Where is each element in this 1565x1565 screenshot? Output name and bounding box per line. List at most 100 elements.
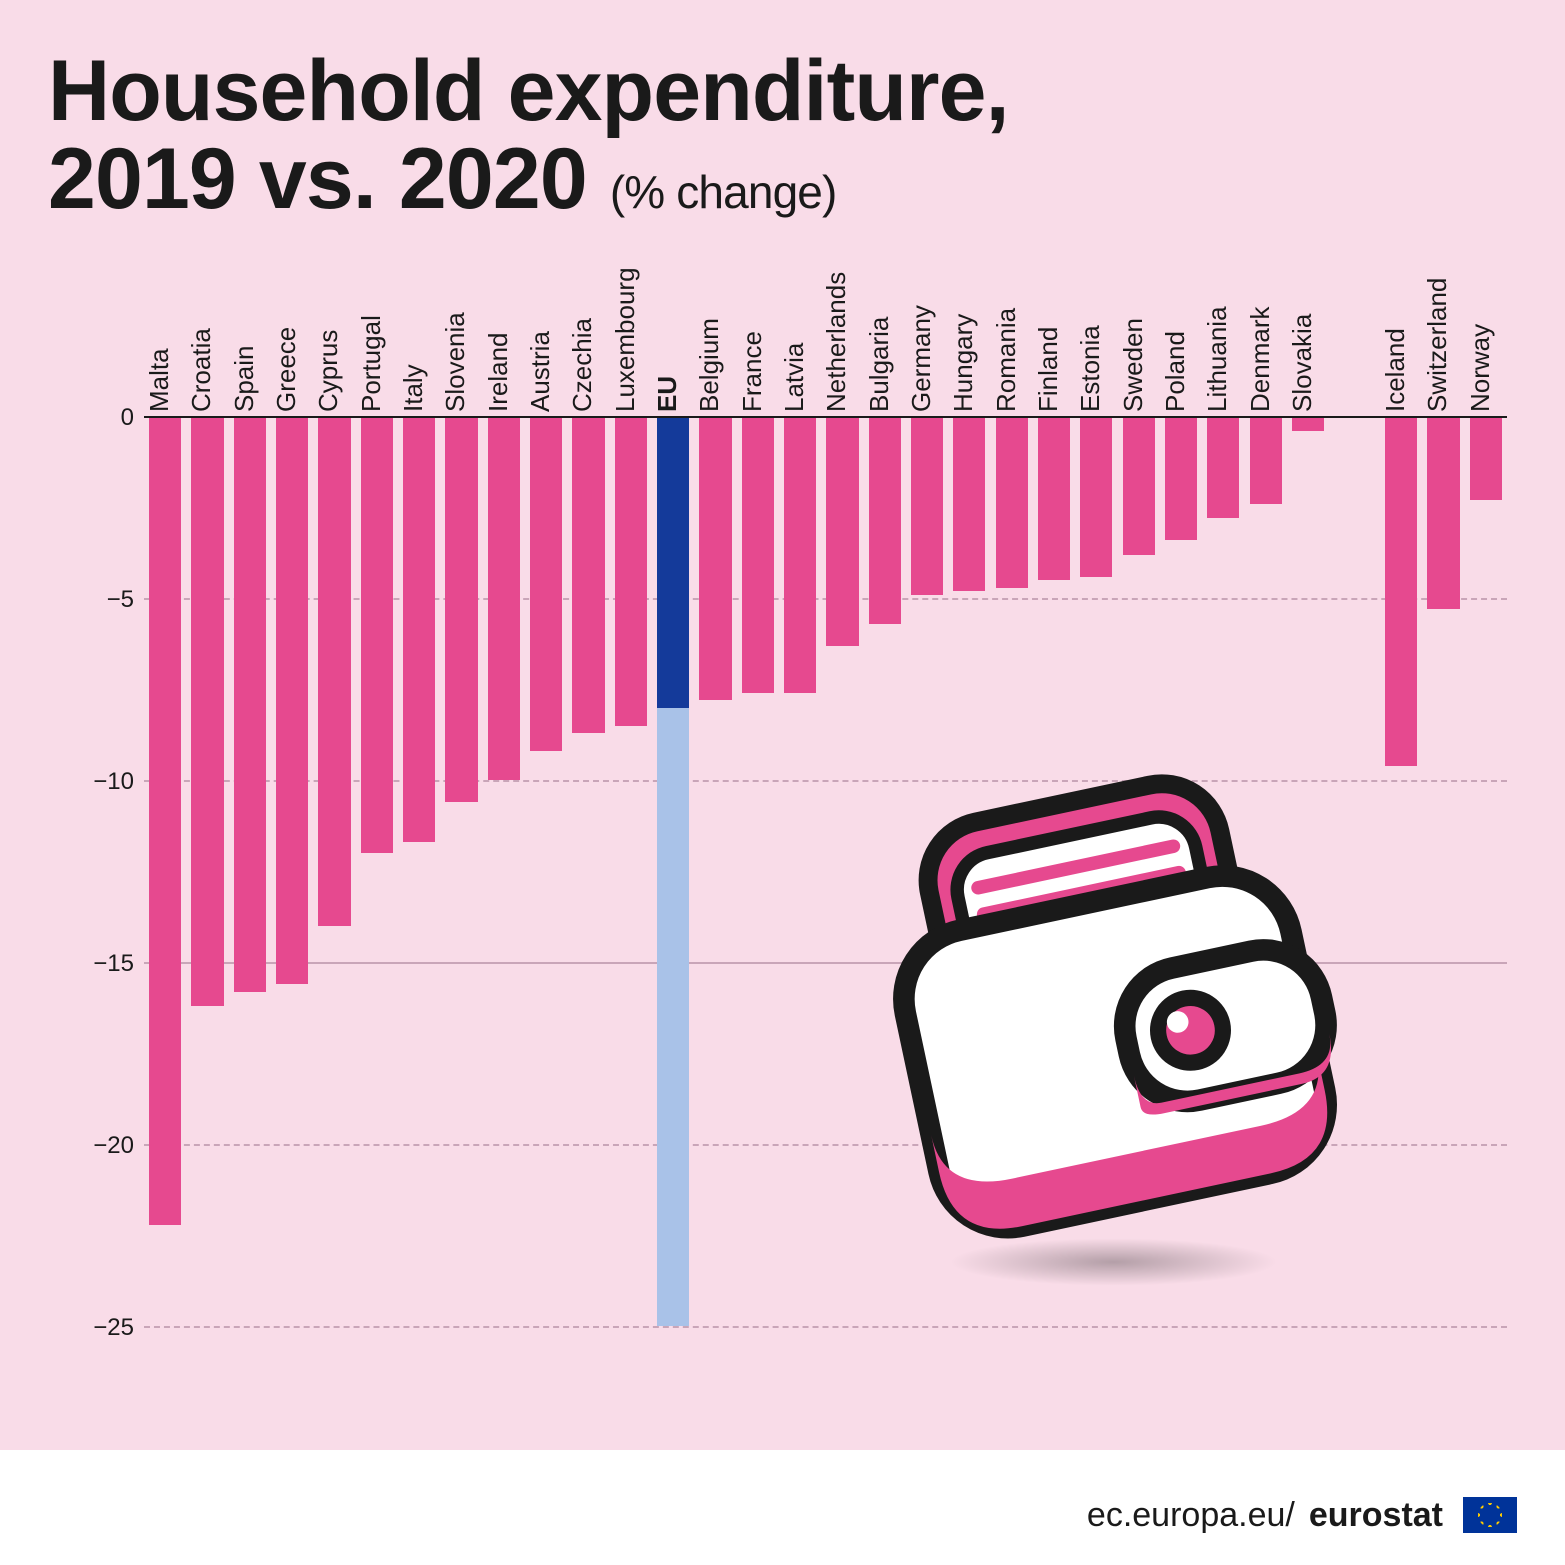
bar xyxy=(488,416,520,780)
bar-label: Italy xyxy=(398,365,429,413)
bar-label: France xyxy=(737,332,768,413)
chart-title: Household expenditure, 2019 vs. 2020 (% … xyxy=(48,48,1517,236)
bar xyxy=(572,416,604,733)
bar-label: Belgium xyxy=(695,319,726,413)
title-line-1: Household expenditure, xyxy=(48,43,1009,139)
bar xyxy=(149,416,181,1224)
bar xyxy=(1038,416,1070,580)
bar-label: Finland xyxy=(1033,327,1064,412)
bar xyxy=(911,416,943,594)
bar-label: Cyprus xyxy=(314,330,345,412)
bar-column: Czechia xyxy=(567,416,609,1326)
bar xyxy=(1250,416,1282,503)
bar xyxy=(318,416,350,926)
bar-column: Italy xyxy=(398,416,440,1326)
bar-label: Sweden xyxy=(1118,318,1149,412)
bar-column: Cyprus xyxy=(313,416,355,1326)
bar-label: Poland xyxy=(1160,331,1191,412)
bar-label: Portugal xyxy=(356,316,387,413)
bar-label: EU xyxy=(652,376,683,412)
bar xyxy=(1080,416,1112,576)
source-footer: ec.europa.eu/eurostat xyxy=(0,1465,1565,1565)
bar xyxy=(784,416,816,693)
bar-label: Norway xyxy=(1465,324,1496,412)
chart-title-block: Household expenditure, 2019 vs. 2020 (% … xyxy=(48,48,1517,236)
bar xyxy=(1123,416,1155,554)
bar xyxy=(403,416,435,842)
bar xyxy=(699,416,731,700)
bar xyxy=(1207,416,1239,518)
bar xyxy=(996,416,1028,587)
bar xyxy=(191,416,223,1006)
gridline: −25 xyxy=(144,1326,1507,1328)
y-tick-label: −15 xyxy=(64,950,144,978)
bar xyxy=(953,416,985,591)
bar-column: Slovenia xyxy=(440,416,482,1326)
wallet-shadow xyxy=(949,1238,1279,1286)
bar-chart: 0−5−10−15−20−25MaltaCroatiaSpainGreeceCy… xyxy=(48,256,1517,1366)
source-url-prefix: ec.europa.eu/ xyxy=(1087,1496,1295,1535)
source-url-brand: eurostat xyxy=(1309,1496,1443,1535)
bar-column: Ireland xyxy=(483,416,525,1326)
bar-label: Spain xyxy=(229,346,260,413)
bar-label: Czechia xyxy=(568,319,599,413)
bar-label: Latvia xyxy=(779,343,810,412)
bar xyxy=(1470,416,1502,500)
wallet-icon xyxy=(827,736,1367,1276)
bar-column: Malta xyxy=(144,416,186,1326)
bar-column: Belgium xyxy=(694,416,736,1326)
bar-label: Netherlands xyxy=(822,272,853,412)
bar-label: Austria xyxy=(525,332,556,413)
bar xyxy=(742,416,774,693)
bar-column: Switzerland xyxy=(1422,416,1464,1326)
bar-column: Iceland xyxy=(1380,416,1422,1326)
bar-label: Estonia xyxy=(1076,326,1107,413)
bar xyxy=(826,416,858,645)
bar-label: Switzerland xyxy=(1423,278,1454,412)
bar-column: Norway xyxy=(1465,416,1507,1326)
bar-column: Latvia xyxy=(779,416,821,1326)
bar xyxy=(869,416,901,623)
bar-label: Greece xyxy=(271,327,302,412)
bar xyxy=(530,416,562,751)
bar-label: Germany xyxy=(906,306,937,413)
bar xyxy=(276,416,308,984)
bar-label: Slovakia xyxy=(1287,314,1318,412)
bar-label: Malta xyxy=(144,349,175,413)
bar-column: Portugal xyxy=(356,416,398,1326)
bar xyxy=(1385,416,1417,765)
bar-label: Croatia xyxy=(187,329,218,413)
bar-label: Luxembourg xyxy=(610,268,641,413)
bar-label: Bulgaria xyxy=(864,317,895,412)
bar xyxy=(615,416,647,725)
bar-label: Hungary xyxy=(949,314,980,412)
chart-panel: Household expenditure, 2019 vs. 2020 (% … xyxy=(0,0,1565,1450)
y-tick-label: 0 xyxy=(64,404,144,432)
bar-label: Romania xyxy=(991,308,1022,412)
bar xyxy=(1165,416,1197,540)
bar-label: Denmark xyxy=(1245,307,1276,412)
y-tick-label: −10 xyxy=(64,768,144,796)
bar-column: Luxembourg xyxy=(610,416,652,1326)
axis-zero-line: 0 xyxy=(144,416,1507,418)
bar-column: Spain xyxy=(229,416,271,1326)
bar-column: France xyxy=(737,416,779,1326)
bar-column: Austria xyxy=(525,416,567,1326)
title-line-2: 2019 vs. 2020 xyxy=(48,131,587,227)
y-tick-label: −20 xyxy=(64,1132,144,1160)
bar xyxy=(1292,416,1324,431)
bar xyxy=(361,416,393,853)
bar-label: Ireland xyxy=(483,333,514,413)
bar xyxy=(234,416,266,991)
bar xyxy=(657,416,689,707)
bar xyxy=(1427,416,1459,609)
bar xyxy=(445,416,477,802)
eu-flag-icon xyxy=(1463,1497,1517,1533)
chart-subtitle: (% change) xyxy=(610,166,837,218)
bar-label: Lithuania xyxy=(1203,307,1234,413)
bar-label: Slovenia xyxy=(441,313,472,413)
y-tick-label: −25 xyxy=(64,1314,144,1342)
bar-column: Greece xyxy=(271,416,313,1326)
y-tick-label: −5 xyxy=(64,586,144,614)
bar-label: Iceland xyxy=(1380,329,1411,413)
